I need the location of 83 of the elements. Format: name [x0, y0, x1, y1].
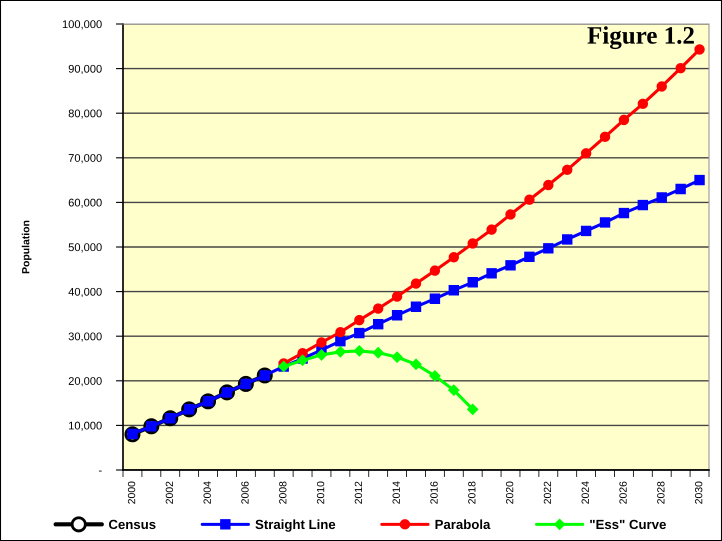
point	[524, 252, 535, 262]
x-tick-label: 2026	[619, 482, 627, 504]
point	[580, 148, 592, 159]
point	[694, 174, 705, 186]
x-tick-label: 2022	[544, 482, 552, 504]
point	[467, 404, 478, 415]
y-tick-label: 30,000	[68, 332, 102, 342]
point	[430, 265, 440, 276]
y-tick-label: 100,000	[62, 20, 102, 30]
point	[448, 384, 460, 396]
x-tick-label: 2010	[316, 482, 324, 504]
chart-title: Figure 1.2	[587, 26, 694, 50]
point	[694, 44, 705, 55]
point	[486, 224, 497, 235]
y-tick-label: 10,000	[69, 422, 102, 431]
point	[675, 62, 686, 74]
point	[524, 194, 535, 205]
point	[410, 278, 422, 289]
legend-label: Straight Line	[255, 519, 336, 532]
point	[448, 252, 460, 262]
point	[562, 234, 572, 245]
point	[430, 294, 440, 304]
y-tick-label: 70,000	[68, 154, 102, 164]
x-tick-label: 2016	[430, 482, 438, 504]
y-tick-label: 20,000	[68, 377, 102, 386]
point	[316, 349, 328, 361]
point	[392, 291, 402, 302]
x-tick-label: 2014	[392, 481, 400, 504]
x-tick-label: 2008	[279, 482, 286, 504]
point	[334, 346, 346, 358]
point	[316, 337, 327, 348]
point	[675, 184, 686, 194]
point	[562, 164, 572, 176]
point	[354, 314, 364, 326]
point	[505, 260, 516, 270]
point	[429, 370, 441, 382]
point	[486, 268, 497, 279]
point	[638, 98, 648, 110]
point	[372, 303, 384, 314]
point	[335, 336, 346, 346]
y-tick-label: -	[98, 470, 102, 472]
point	[335, 326, 346, 338]
y-axis-title: Population	[22, 220, 32, 274]
point	[468, 277, 478, 288]
legend-label: Census	[108, 520, 156, 530]
legend-label: "Ess" Curve	[590, 520, 666, 530]
point	[600, 132, 610, 142]
point	[656, 81, 667, 92]
point	[372, 318, 384, 330]
point	[543, 243, 554, 254]
point	[580, 226, 592, 236]
x-tick-label: 2028	[657, 482, 665, 504]
point	[392, 310, 402, 320]
x-tick-label: 2006	[241, 482, 249, 504]
x-tick-label: 2002	[166, 482, 174, 504]
x-tick-label: 2030	[694, 482, 702, 504]
point	[468, 238, 478, 249]
y-tick-label: 90,000	[68, 64, 102, 74]
y-tick-label: 60,000	[68, 198, 102, 208]
point	[410, 302, 422, 312]
point	[618, 114, 630, 126]
point	[638, 200, 648, 210]
y-tick-label: 40,000	[68, 288, 102, 298]
legend-label: Parabola	[436, 519, 490, 530]
y-tick-label: 50,000	[68, 243, 102, 252]
point	[618, 208, 630, 218]
x-tick-label: 2020	[506, 482, 514, 504]
y-tick-label: 80,000	[68, 109, 102, 119]
x-tick-label: 2024	[582, 481, 589, 504]
point	[600, 217, 610, 228]
x-tick-label: 2004	[203, 481, 211, 504]
point	[354, 345, 365, 357]
point	[505, 209, 516, 220]
point	[410, 358, 422, 370]
point	[391, 352, 403, 363]
point	[372, 347, 384, 358]
x-tick-label: 2000	[128, 482, 136, 504]
point	[354, 328, 364, 338]
point	[656, 192, 667, 203]
x-tick-label: 2012	[354, 482, 362, 504]
point	[543, 180, 554, 190]
point	[448, 285, 460, 296]
x-tick-label: 2018	[468, 482, 476, 504]
